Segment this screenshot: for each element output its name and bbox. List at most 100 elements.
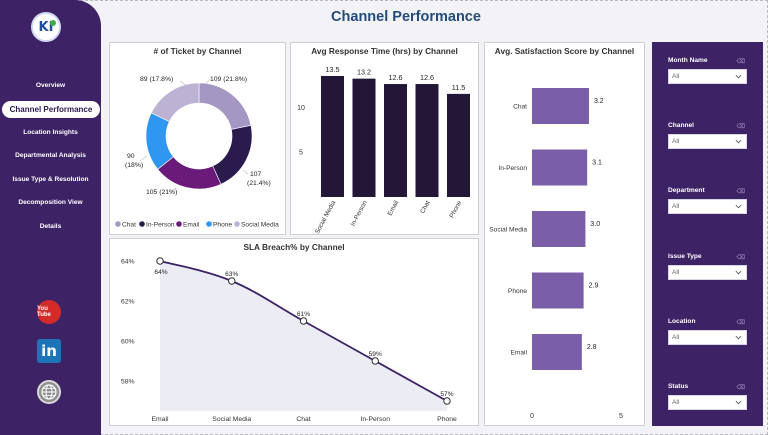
donut-slice [198,82,252,130]
legend-label: Email [183,222,200,229]
y-tick-label: 58% [121,379,135,386]
sidebar-item-location-insights[interactable]: Location Insights [23,128,78,136]
data-label: 11.5 [452,83,465,92]
data-point [156,257,164,265]
chevron-down-icon [735,270,742,275]
page-title: Channel Performance [331,9,481,25]
sidebar-item-departmental-analysis[interactable]: Departmental Analysis [15,152,86,160]
data-point [371,357,379,365]
legend-marker [206,221,212,227]
filter-label: Month Name [668,57,708,64]
legend-label: Social Media [241,222,279,229]
y-tick-label: 62% [121,299,135,306]
data-label: (18%) [125,162,143,169]
x-tick-label: Email [387,200,401,217]
bar [532,272,584,309]
youtube-icon[interactable]: You Tube [37,300,61,324]
tickets-by-channel-card: # of Ticket by Channel 109 (21.8%) 107 (21… [109,42,286,235]
data-label: 107 [250,171,262,178]
bar [384,84,407,197]
data-label: 90 [127,153,135,160]
sidebar-item-overview[interactable]: Overview [35,82,66,90]
data-label: 109 (21.8%) [210,76,247,83]
y-tick-label: In-Person [498,165,527,172]
donut-chart: 109 (21.8%) 107 (21.4%) 105 (21%) 90 (18%) 89 … [115,76,279,229]
filter-location: Location ⌫ All [668,318,747,345]
data-point [228,277,236,285]
data-label: (21.4%) [247,180,271,187]
data-label: 64% [154,269,167,276]
logo-text: KI [38,19,54,35]
legend-marker [115,221,121,227]
sla-breach-card: SLA Breach% by Channel 58% 60% 62% 64% 64% Em… [109,238,479,426]
x-tick-label: In-Person [361,416,391,423]
clear-filter-icon[interactable]: ⌫ [736,189,745,195]
chart-title: Avg. Satisfaction Score by Channel [494,46,635,56]
data-label: 57% [440,391,453,398]
filter-label: Status [668,383,689,390]
sidebar-item-decomposition-view[interactable]: Decomposition View [18,199,83,207]
department-dropdown[interactable]: All [668,199,747,214]
satisfaction-card: Avg. Satisfaction Score by Channel 3.2 Ch… [484,42,645,426]
filter-department: Department ⌫ All [668,187,747,214]
filter-label: Channel [668,122,695,129]
month-name-dropdown[interactable]: All [668,69,747,84]
dropdown-value: All [672,138,680,145]
data-label: 12.6 [389,73,403,82]
y-tick-label: Social Media [489,227,527,234]
data-label: 13.5 [326,65,340,74]
bar [352,78,376,197]
y-tick-label: 64% [121,259,135,266]
y-tick-label: Email [511,350,528,357]
donut-slice [212,125,253,185]
clear-filter-icon[interactable]: ⌫ [736,385,745,391]
bar [447,93,470,197]
filter-month-name: Month Name ⌫ All [668,57,747,84]
location-dropdown[interactable]: All [668,330,747,345]
sidebar-item-issue-type-resolution[interactable]: Issue Type & Resolution [12,175,89,183]
dropdown-value: All [672,203,680,210]
sidebar-item-channel-performance[interactable]: Channel Performance [2,100,100,118]
data-label: 89 (17.8%) [140,76,173,83]
sidebar-item-details[interactable]: Details [39,222,62,230]
y-tick-label: 10 [297,105,305,112]
sla-breach-chart: 58% 60% 62% 64% 64% Email 63% Social Media 61% Ch… [121,257,457,423]
leader-line [179,80,187,86]
leader-line [242,169,249,175]
channel-dropdown[interactable]: All [668,134,747,149]
leader-line [205,78,211,85]
bar [532,149,588,186]
sidebar-nav: Overview Channel Performance Location In… [0,74,101,238]
filter-label: Issue Type [668,253,702,260]
data-label: 13.2 [357,68,371,77]
clear-filter-icon[interactable]: ⌫ [736,255,745,261]
legend-marker [234,221,240,227]
x-tick-label: Phone [437,416,457,423]
response-time-chart: 5 10 13.5 Social Media 13.2 In-Person 12.6 Emai… [297,65,470,235]
y-tick-label: 5 [299,150,303,157]
leader-line [169,187,177,193]
youtube-icon-text: You Tube [37,306,51,318]
logo: KI [31,12,61,42]
y-tick-label: Chat [513,104,527,111]
x-tick-label: Phone [448,199,463,219]
x-tick-label: Social Media [212,416,251,423]
filter-label: Department [668,187,705,194]
chart-title: # of Ticket by Channel [153,46,242,56]
dropdown-value: All [672,399,680,406]
bar [532,88,589,124]
bar [415,84,439,197]
clear-filter-icon[interactable]: ⌫ [736,59,745,65]
clear-filter-icon[interactable]: ⌫ [736,320,745,326]
bar [321,75,344,197]
chart-title: SLA Breach% by Channel [243,242,345,252]
x-tick-label: In-Person [350,199,369,227]
chevron-down-icon [735,335,742,340]
bar [532,211,586,247]
linkedin-icon[interactable]: in [37,339,61,363]
response-time-card: Avg Response Time (hrs) by Channel 5 10 13… [290,42,479,235]
globe-icon[interactable] [37,380,61,404]
issue-type-dropdown[interactable]: All [668,265,747,280]
clear-filter-icon[interactable]: ⌫ [736,124,745,130]
status-dropdown[interactable]: All [668,395,747,410]
